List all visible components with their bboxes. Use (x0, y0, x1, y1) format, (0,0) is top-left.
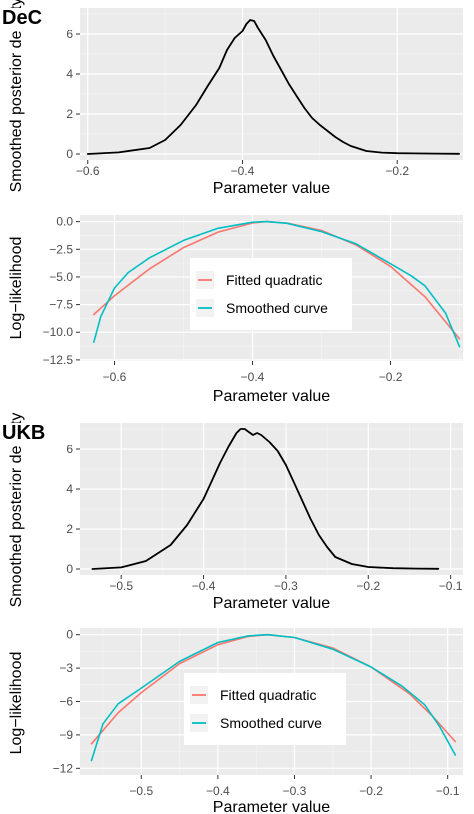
panel-1: −0.6 −0.4 −0.2 0 2 4 6 Parameter value Smoothed … (0, 0, 463, 197)
legend-box (184, 673, 346, 745)
y-tick-label: −6 (59, 695, 73, 709)
panel-background (80, 8, 463, 160)
x-axis-label: Parameter value (213, 595, 330, 612)
panel-4: −0.5 −0.4 −0.3 −0.2 −0.1 0 −3 −6 −9 −12 Parameter … (8, 628, 463, 814)
y-tick-label: 4 (66, 67, 73, 81)
panel-background (80, 423, 463, 575)
x-tick-label: −0.5 (109, 579, 133, 593)
y-tick-label: 4 (66, 482, 73, 496)
y-tick-label: 0 (66, 147, 73, 161)
panel-2: −0.6 −0.4 −0.2 0.0 −2.5 −5.0 −7.5 −10.0 −12.5 Par… (8, 215, 463, 405)
x-axis-label: Parameter value (213, 180, 330, 197)
legend-label: Fitted quadratic (220, 687, 317, 703)
series-line-1 (86, 19, 460, 155)
legend-label: Fitted quadratic (226, 272, 323, 288)
y-axis-label: Log−likelihood (8, 237, 25, 340)
x-axis-label: Parameter value (213, 799, 330, 814)
y-axis-label: Smoothed posterior density (8, 413, 25, 608)
y-tick-label: 0 (66, 562, 73, 576)
x-tick-label: −0.4 (231, 164, 255, 178)
y-tick-label: −9 (59, 728, 73, 742)
x-tick-label: −0.6 (76, 164, 100, 178)
y-tick-label: 0.0 (56, 215, 73, 229)
y-tick-label: 0 (66, 628, 73, 642)
x-tick-label: −0.6 (103, 370, 127, 384)
y-tick-label: −2.5 (49, 242, 73, 256)
y-tick-label: 2 (66, 107, 73, 121)
x-tick-label: −0.1 (439, 579, 463, 593)
panel-tag-background (0, 423, 72, 445)
y-tick-label: −3 (59, 661, 73, 675)
x-tick-label: −0.3 (274, 579, 298, 593)
y-tick-label: −12 (53, 761, 74, 775)
panel-tag: DeC (2, 7, 42, 29)
y-axis-label: Log−likelihood (8, 652, 25, 755)
series-line-2 (90, 633, 457, 762)
y-tick-label: 2 (66, 522, 73, 536)
y-tick-label: −7.5 (49, 298, 73, 312)
panel-3: −0.5 −0.4 −0.3 −0.2 −0.1 0 2 4 6 Parameter value S… (0, 413, 463, 612)
y-tick-label: −5.0 (49, 270, 73, 284)
x-tick-label: −0.4 (192, 579, 216, 593)
panel-tag-background (0, 8, 72, 30)
x-tick-label: −0.3 (283, 784, 307, 798)
legend-box (190, 258, 352, 330)
x-tick-label: −0.2 (356, 579, 380, 593)
legend-label: Smoothed curve (220, 715, 322, 731)
series-line-1 (91, 428, 440, 570)
x-tick-label: −0.2 (379, 370, 403, 384)
legend: Fitted quadratic Smoothed curve (190, 258, 352, 330)
series-line-2 (93, 220, 461, 348)
legend: Fitted quadratic Smoothed curve (184, 673, 346, 745)
panel-tag: UKB (2, 422, 45, 444)
y-tick-label: −10.0 (43, 325, 74, 339)
x-axis-label: Parameter value (213, 388, 330, 405)
y-axis-label: Smoothed posterior density (8, 0, 25, 192)
x-tick-label: −0.2 (385, 164, 409, 178)
legend-label: Smoothed curve (226, 300, 328, 316)
x-tick-label: −0.4 (241, 370, 265, 384)
x-tick-label: −0.1 (436, 784, 460, 798)
x-tick-label: −0.5 (129, 784, 153, 798)
x-tick-label: −0.2 (359, 784, 383, 798)
x-tick-label: −0.4 (206, 784, 230, 798)
y-tick-label: −12.5 (43, 353, 74, 367)
y-tick-label: 6 (66, 442, 73, 456)
y-tick-label: 6 (66, 27, 73, 41)
